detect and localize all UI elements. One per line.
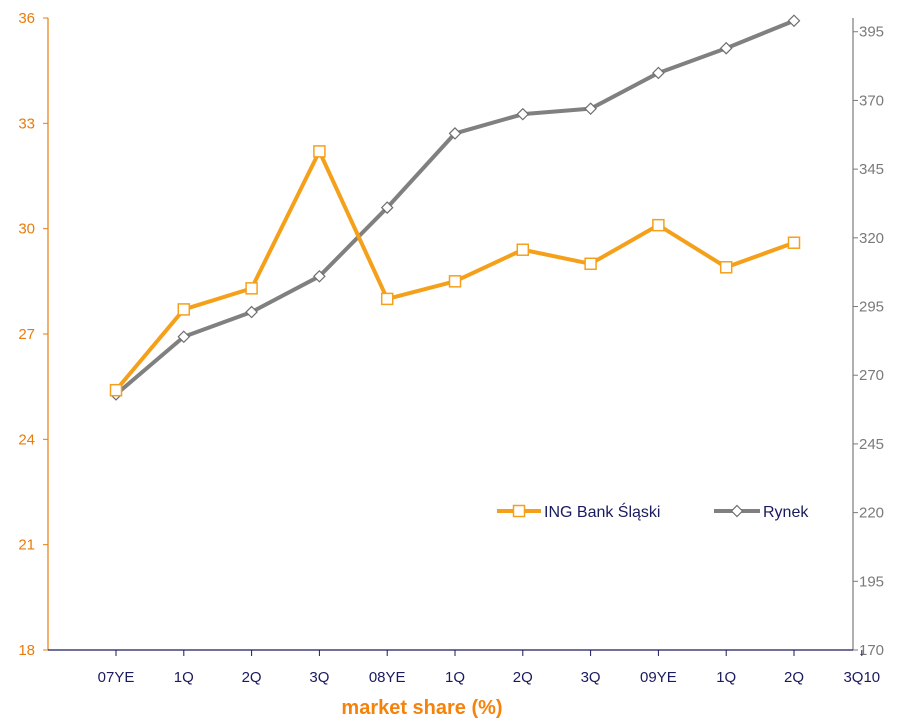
x-tick-label: 1Q: [716, 669, 736, 686]
data-point-ing-bank: [448, 275, 462, 288]
x-axis: 07YE 1Q 2Q 3Q 08YE 1Q 2Q 3Q 09YE 1Q 2Q 3Q10: [48, 649, 880, 686]
data-point-rynek: [313, 269, 326, 283]
left-tick-label: 30: [18, 221, 35, 238]
data-point-ing-bank: [313, 145, 326, 158]
data-point-ing-bank: [584, 257, 597, 271]
data-point-rynek: [516, 107, 530, 121]
x-axis-title: market share (%): [341, 697, 502, 719]
x-tick-label: 1Q: [445, 669, 465, 686]
series-line-rynek: [114, 18, 796, 397]
data-point-rynek: [380, 201, 394, 214]
x-tick-label: 3Q: [581, 669, 601, 686]
x-tick-label: 1Q: [174, 669, 194, 686]
legend-label-ing-bank: ING Bank Śląski: [544, 502, 660, 521]
data-point-ing-bank: [245, 282, 258, 295]
right-tick-label: 320: [859, 230, 884, 247]
right-tick-label: 245: [859, 436, 884, 453]
left-tick-label: 27: [18, 326, 35, 343]
legend-marker-rynek: [730, 504, 744, 518]
x-tick-label: 07YE: [98, 669, 135, 686]
data-point-rynek: [245, 305, 258, 319]
data-point-rynek: [177, 330, 191, 344]
data-point-rynek: [787, 14, 801, 28]
right-tick-label: 345: [859, 161, 884, 178]
x-tick-label: 3Q: [309, 669, 329, 686]
left-tick-label: 36: [18, 10, 35, 27]
data-point-ing-bank: [652, 218, 665, 232]
right-tick-label: 195: [859, 573, 884, 590]
right-tick-label: 395: [859, 24, 884, 41]
right-tick-label: 295: [859, 299, 884, 316]
data-point-rynek: [448, 127, 462, 140]
left-tick-label: 21: [18, 537, 35, 554]
right-y-axis: 170 195 220 245 270 295 320 345 370 395: [852, 18, 884, 659]
legend-label-rynek: Rynek: [763, 504, 809, 521]
data-point-rynek: [652, 66, 665, 80]
right-tick-label: 170: [859, 642, 884, 659]
x-tick-label: 2Q: [513, 669, 533, 686]
left-tick-label: 18: [18, 642, 35, 659]
left-y-axis: 18 21 24 27 30 33 36: [18, 10, 49, 659]
right-tick-label: 270: [859, 367, 884, 384]
x-tick-label: 2Q: [242, 669, 262, 686]
data-point-ing-bank: [109, 383, 123, 397]
legend-marker-ing-bank: [512, 504, 526, 518]
data-point-ing-bank: [719, 261, 733, 274]
series-layer: [109, 14, 801, 401]
left-tick-label: 24: [18, 431, 35, 448]
left-tick-label: 33: [18, 115, 35, 132]
x-tick-label: 2Q: [784, 669, 804, 686]
legend: ING Bank Śląski Rynek: [497, 502, 809, 521]
data-point-ing-bank: [177, 303, 191, 316]
series-line-ing-bank: [114, 149, 796, 393]
right-tick-label: 370: [859, 92, 884, 109]
data-point-rynek: [719, 41, 733, 55]
data-point-ing-bank: [516, 243, 530, 256]
x-tick-label: 09YE: [640, 669, 677, 686]
data-point-rynek: [584, 102, 597, 116]
right-tick-label: 220: [859, 505, 884, 522]
data-point-ing-bank: [380, 292, 394, 306]
x-tick-label: 3Q10: [843, 669, 880, 686]
data-point-ing-bank: [787, 236, 801, 249]
x-tick-label: 08YE: [369, 669, 406, 686]
